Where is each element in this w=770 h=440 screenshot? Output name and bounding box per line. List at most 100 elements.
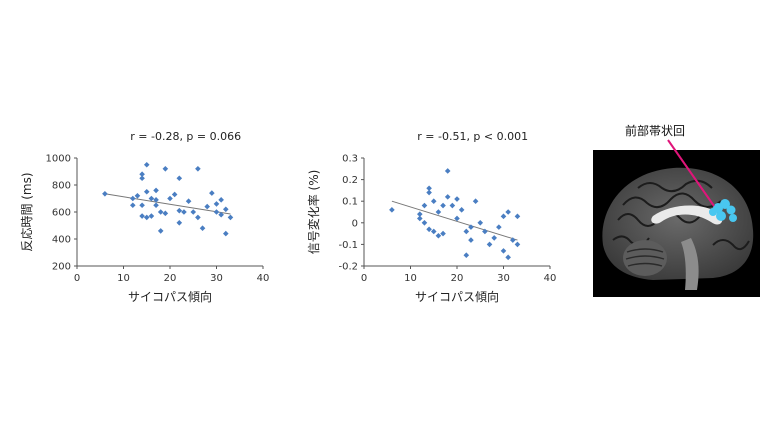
data-point bbox=[389, 207, 395, 213]
data-point bbox=[139, 202, 145, 209]
data-point bbox=[139, 175, 145, 182]
data-point bbox=[417, 215, 423, 222]
data-point bbox=[496, 224, 502, 230]
data-point bbox=[440, 230, 446, 237]
data-point bbox=[102, 190, 108, 197]
x-axis-label: サイコパス傾向 bbox=[128, 289, 212, 304]
data-point bbox=[167, 195, 173, 202]
brain-sagittal-slice bbox=[602, 167, 754, 290]
y-tick-label: 400 bbox=[52, 235, 71, 246]
data-point bbox=[514, 213, 521, 220]
x-tick-label: 10 bbox=[117, 273, 130, 284]
data-point bbox=[454, 196, 460, 202]
data-point bbox=[440, 202, 446, 209]
data-point bbox=[223, 206, 229, 213]
anterior-cingulate-highlight bbox=[709, 199, 737, 222]
data-point bbox=[514, 241, 521, 248]
data-point bbox=[223, 230, 229, 237]
data-point bbox=[482, 228, 488, 235]
y-axis-label: 信号変化率 (%) bbox=[306, 170, 321, 255]
data-point bbox=[195, 214, 201, 221]
y-tick-label: 0 bbox=[352, 218, 358, 229]
data-point bbox=[430, 198, 437, 204]
data-point bbox=[417, 211, 423, 217]
data-point bbox=[176, 207, 183, 214]
x-tick-label: 10 bbox=[404, 273, 417, 284]
data-point bbox=[153, 197, 159, 203]
x-tick-label: 0 bbox=[361, 273, 367, 284]
y-tick-label: -0.1 bbox=[338, 240, 358, 251]
data-point bbox=[430, 228, 437, 235]
x-axis-label: サイコパス傾向 bbox=[415, 289, 499, 304]
data-point bbox=[209, 190, 215, 196]
data-point bbox=[468, 224, 474, 230]
data-point bbox=[213, 209, 220, 215]
data-point bbox=[505, 209, 511, 215]
data-point bbox=[426, 189, 432, 196]
data-point bbox=[458, 207, 465, 213]
scatter-chart-signal-change: r = -0.51, p < 0.001 -0.2 -0.1 0 0.1 0.2 0.3 0 1… bbox=[306, 130, 557, 304]
x-tick-label: 30 bbox=[497, 273, 510, 284]
data-point bbox=[468, 237, 474, 243]
data-point bbox=[472, 198, 479, 204]
data-point bbox=[195, 166, 201, 172]
data-point bbox=[500, 248, 507, 254]
scatter-chart-reaction-time: r = -0.28, p = 0.066 200 400 600 800 1000 0 10 2… bbox=[20, 130, 269, 304]
data-point bbox=[148, 213, 155, 219]
data-point bbox=[153, 202, 159, 209]
data-point bbox=[162, 210, 169, 217]
data-point bbox=[227, 214, 234, 221]
x-tick-label: 40 bbox=[544, 273, 557, 284]
data-point bbox=[148, 195, 155, 202]
data-point bbox=[463, 252, 470, 258]
y-tick-label: 0.1 bbox=[342, 197, 358, 208]
trendline bbox=[104, 193, 231, 215]
data-point bbox=[162, 166, 169, 172]
brain-mri-image bbox=[593, 150, 760, 297]
data-point bbox=[505, 254, 511, 261]
data-point bbox=[130, 202, 136, 209]
data-point bbox=[143, 214, 150, 221]
data-point bbox=[157, 228, 164, 234]
data-point bbox=[444, 194, 451, 200]
stat-annotation: r = -0.51, p < 0.001 bbox=[417, 130, 528, 143]
cerebellum-folia bbox=[625, 248, 665, 267]
data-point bbox=[190, 209, 197, 215]
brain-region-label: 前部帯状回 bbox=[625, 124, 686, 138]
data-point bbox=[491, 235, 497, 241]
data-point bbox=[153, 187, 159, 194]
x-tick-label: 20 bbox=[451, 273, 464, 284]
x-tick-label: 20 bbox=[164, 273, 177, 284]
x-tick-label: 30 bbox=[210, 273, 223, 284]
data-point bbox=[199, 225, 206, 231]
data-point bbox=[421, 202, 428, 209]
y-tick-label: 600 bbox=[52, 208, 71, 219]
data-point bbox=[500, 213, 507, 220]
y-tick-label: 0.2 bbox=[342, 175, 358, 186]
data-point bbox=[510, 237, 516, 243]
data-point bbox=[435, 232, 442, 239]
brainstem bbox=[681, 238, 699, 290]
data-point bbox=[204, 203, 210, 210]
stat-annotation: r = -0.28, p = 0.066 bbox=[130, 130, 241, 143]
data-point bbox=[130, 195, 136, 202]
data-point bbox=[143, 161, 150, 168]
y-tick-label: 0.3 bbox=[342, 154, 358, 165]
data-point bbox=[171, 191, 178, 198]
data-point bbox=[421, 220, 428, 226]
data-point bbox=[176, 220, 183, 226]
corpus-callosum bbox=[651, 205, 723, 225]
data-point bbox=[157, 209, 164, 215]
trendline bbox=[391, 200, 518, 241]
data-point bbox=[449, 202, 456, 209]
data-point bbox=[139, 213, 145, 219]
y-axis-label: 反応時間 (ms) bbox=[20, 172, 34, 251]
data-point bbox=[426, 226, 432, 233]
data-point bbox=[463, 228, 470, 235]
data-point bbox=[213, 201, 220, 207]
data-point bbox=[444, 168, 451, 174]
data-point bbox=[143, 188, 150, 195]
y-tick-label: -0.2 bbox=[338, 262, 358, 273]
data-point bbox=[176, 175, 183, 182]
y-tick-label: 200 bbox=[52, 262, 71, 273]
